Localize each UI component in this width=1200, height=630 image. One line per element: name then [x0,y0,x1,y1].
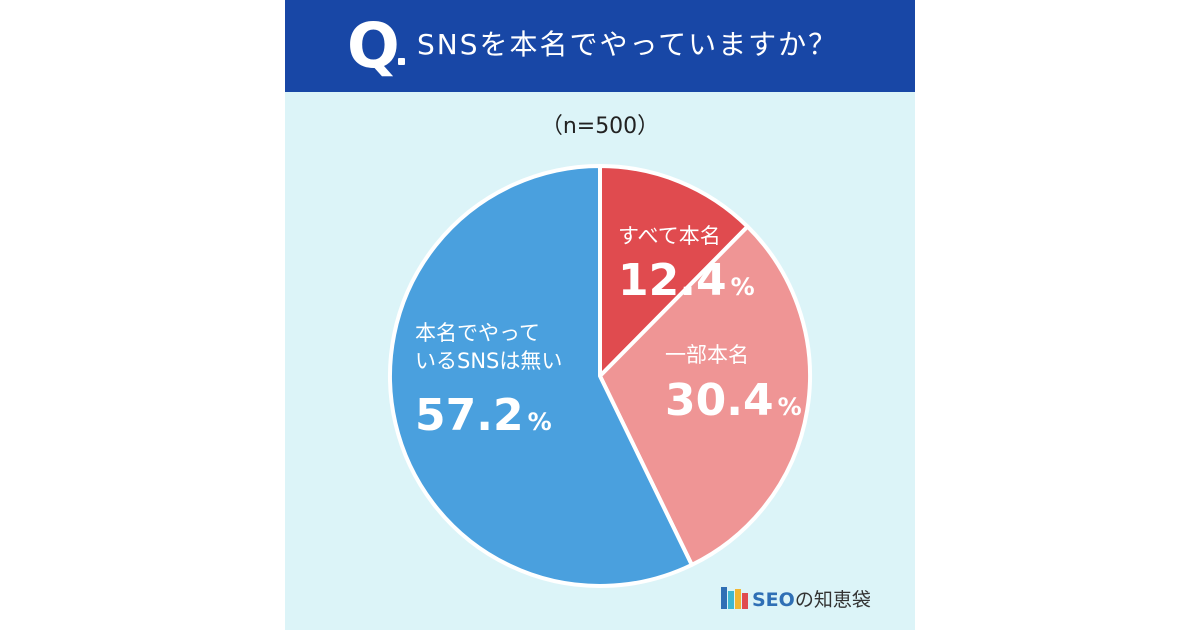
slice-value-2: 30.4% [665,375,802,426]
brand-logo-icon [721,587,748,609]
infographic-panel: Q SNSを本名でやっていますか？ （n=500） すべて本名 12.4% 一部本名… [285,0,915,630]
slice-value-3: 57.2% [415,390,552,441]
question-text: SNSを本名でやっていますか？ [417,28,839,61]
pie-slice-3 [388,164,694,588]
logo-bar-2 [728,591,734,609]
brand-logo-area: SEOの知恵袋 [721,584,871,612]
question-header: Q SNSを本名でやっていますか？ [285,0,915,92]
logo-bar-4 [742,593,748,609]
slice-value-1: 12.4% [618,255,755,306]
slice-name-3-line-2: いるSNSは無い [415,349,562,373]
slice-name-3-line-1: 本名でやって [415,321,540,345]
slice-name-1: すべて本名 [618,224,721,248]
brand-seo: SEO [752,588,795,611]
slice-label-2: 一部本名 30.4% [665,343,802,426]
pie-slice-1 [598,164,750,378]
sample-size-note: （n=500） [540,114,660,139]
q-mark: Q [347,9,400,82]
brand-suffix: の知恵袋 [794,588,871,611]
q-dot [398,58,405,65]
slice-label-1: すべて本名 12.4% [618,224,755,306]
logo-bar-3 [735,589,741,609]
brand-name: SEOの知恵袋 [752,585,871,612]
logo-bar-1 [721,587,727,609]
slice-name-2: 一部本名 [665,343,749,367]
